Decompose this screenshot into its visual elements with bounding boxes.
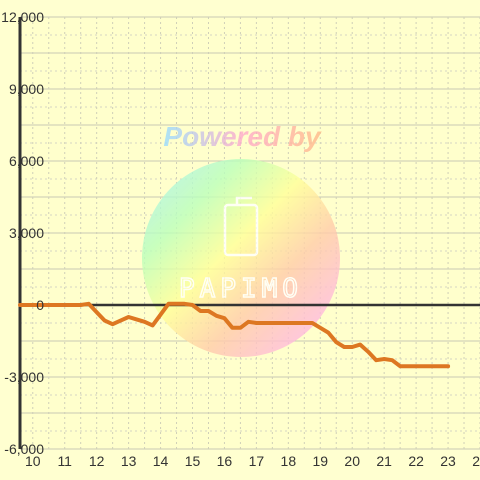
series-line xyxy=(18,301,451,369)
x-tick-label: 18 xyxy=(281,453,297,469)
tick-labels: -6,000 -3,000 0 3,000 6,000 9,000 12,000 10 11 12… xyxy=(1,9,480,469)
x-tick-label: 11 xyxy=(57,453,72,469)
watermark-circle xyxy=(142,159,340,357)
x-tick-label: 13 xyxy=(121,453,137,469)
watermark-logo-text: PAPIMO xyxy=(179,274,303,304)
x-tick-label: 16 xyxy=(217,453,233,469)
x-tick-label: 12 xyxy=(89,453,105,469)
x-tick-label: 20 xyxy=(344,453,360,469)
x-tick-label: 19 xyxy=(312,453,328,469)
watermark-text: Powered by xyxy=(163,121,322,152)
y-tick-label: 12,000 xyxy=(1,9,44,25)
x-tick-label: 24 xyxy=(472,453,480,469)
x-tick-label: 10 xyxy=(25,453,41,469)
x-tick-label: 17 xyxy=(249,453,265,469)
axes xyxy=(18,17,480,449)
series-layer xyxy=(18,301,451,369)
x-tick-label: 23 xyxy=(440,453,456,469)
y-tick-label: 6,000 xyxy=(9,153,44,169)
y-tick-label: 3,000 xyxy=(9,225,44,241)
y-tick-label: -6,000 xyxy=(4,441,44,457)
y-tick-label: 0 xyxy=(36,297,44,313)
y-tick-label: -3,000 xyxy=(4,369,44,385)
x-tick-label: 15 xyxy=(185,453,201,469)
y-tick-label: 9,000 xyxy=(9,81,44,97)
watermark-logo-notch xyxy=(235,196,252,205)
watermark-logo-icon xyxy=(223,203,259,257)
watermark: Powered by PAPIMO xyxy=(142,121,340,357)
x-tick-label: 21 xyxy=(376,453,392,469)
x-tick-label: 14 xyxy=(153,453,169,469)
x-tick-label: 22 xyxy=(408,453,424,469)
